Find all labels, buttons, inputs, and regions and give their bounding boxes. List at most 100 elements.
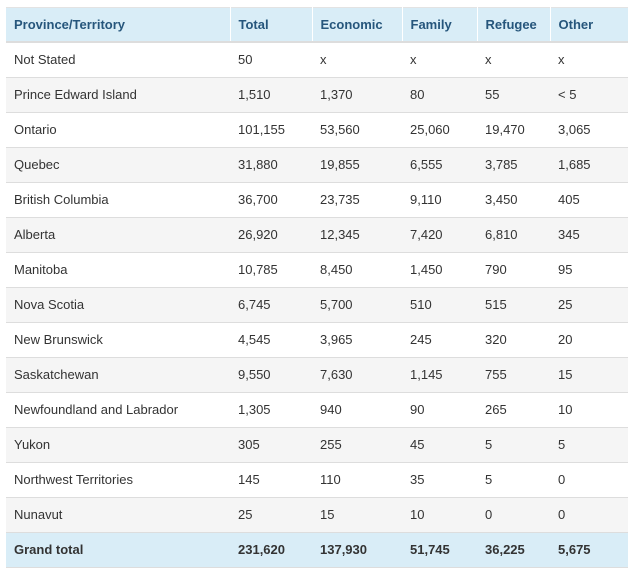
data-cell: 1,510 <box>230 77 312 113</box>
data-cell: 3,065 <box>550 112 628 148</box>
table-row: Prince Edward Island 1,510 1,370 80 55 < 5 <box>6 77 628 113</box>
data-cell: 15 <box>550 357 628 393</box>
data-cell: 95 <box>550 252 628 288</box>
data-cell: < 5 <box>550 77 628 113</box>
data-cell: 23,735 <box>312 182 402 218</box>
data-cell: 50 <box>230 41 312 78</box>
row-label: Quebec <box>6 147 230 183</box>
column-header: Other <box>549 7 628 43</box>
data-cell: 3,965 <box>312 322 402 358</box>
header-row: Province/Territory Total Economic Family Ref… <box>6 7 628 43</box>
row-label: Newfoundland and Labrador <box>6 392 230 428</box>
row-label: New Brunswick <box>6 322 230 358</box>
table-row: Saskatchewan 9,550 7,630 1,145 755 15 <box>6 357 628 393</box>
data-cell: 405 <box>550 182 628 218</box>
data-cell: 3,785 <box>477 147 550 183</box>
data-cell: x <box>312 41 402 78</box>
table-row: Nunavut 25 15 10 0 0 <box>6 497 628 533</box>
row-label: Prince Edward Island <box>6 77 230 113</box>
row-label: Alberta <box>6 217 230 253</box>
data-cell: 8,450 <box>312 252 402 288</box>
row-label: Ontario <box>6 112 230 148</box>
table-row: Alberta 26,920 12,345 7,420 6,810 345 <box>6 217 628 253</box>
row-label: Yukon <box>6 427 230 463</box>
data-cell: 7,420 <box>402 217 477 253</box>
data-cell: 320 <box>477 322 550 358</box>
table-row: Not Stated 50 x x x x <box>6 41 628 78</box>
data-cell: 101,155 <box>230 112 312 148</box>
row-label: Manitoba <box>6 252 230 288</box>
data-cell: 25 <box>230 497 312 533</box>
column-header: Province/Territory <box>6 7 230 43</box>
data-cell: 3,450 <box>477 182 550 218</box>
grand-total-row: Grand total 231,620 137,930 51,745 36,225 5,6… <box>6 532 628 568</box>
row-label: British Columbia <box>6 182 230 218</box>
data-cell: 1,305 <box>230 392 312 428</box>
data-cell: 0 <box>477 497 550 533</box>
data-cell: 10,785 <box>230 252 312 288</box>
data-cell: 790 <box>477 252 550 288</box>
data-cell: 26,920 <box>230 217 312 253</box>
data-cell: 245 <box>402 322 477 358</box>
data-cell: 515 <box>477 287 550 323</box>
data-cell: 19,855 <box>312 147 402 183</box>
data-cell: 1,685 <box>550 147 628 183</box>
data-cell: 80 <box>402 77 477 113</box>
data-cell: 1,370 <box>312 77 402 113</box>
data-cell: 90 <box>402 392 477 428</box>
grand-total-label: Grand total <box>6 532 230 568</box>
table-body: Not Stated 50 x x x x Prince Edward Island 1,51… <box>6 41 628 533</box>
grand-total-cell: 51,745 <box>402 532 477 568</box>
row-label: Saskatchewan <box>6 357 230 393</box>
table-row: New Brunswick 4,545 3,965 245 320 20 <box>6 322 628 358</box>
data-cell: 20 <box>550 322 628 358</box>
row-label: Northwest Territories <box>6 462 230 498</box>
data-cell: 15 <box>312 497 402 533</box>
data-cell: x <box>550 41 628 78</box>
data-cell: 9,550 <box>230 357 312 393</box>
grand-total-cell: 137,930 <box>312 532 402 568</box>
table-row: Quebec 31,880 19,855 6,555 3,785 1,685 <box>6 147 628 183</box>
data-cell: 345 <box>550 217 628 253</box>
data-cell: 755 <box>477 357 550 393</box>
table-row: Northwest Territories 145 110 35 5 0 <box>6 462 628 498</box>
grand-total-cell: 5,675 <box>550 532 628 568</box>
row-label: Nunavut <box>6 497 230 533</box>
data-cell: 145 <box>230 462 312 498</box>
row-label: Nova Scotia <box>6 287 230 323</box>
data-cell: 10 <box>402 497 477 533</box>
immigration-by-province-table: Province/Territory Total Economic Family Ref… <box>6 7 628 568</box>
data-cell: 45 <box>402 427 477 463</box>
data-cell: x <box>477 41 550 78</box>
data-cell: 305 <box>230 427 312 463</box>
data-cell: 6,555 <box>402 147 477 183</box>
data-cell: 4,545 <box>230 322 312 358</box>
data-cell: 0 <box>550 497 628 533</box>
column-header: Total <box>229 7 312 43</box>
table-row: Newfoundland and Labrador 1,305 940 90 265 10 <box>6 392 628 428</box>
data-cell: 9,110 <box>402 182 477 218</box>
grand-total-cell: 36,225 <box>477 532 550 568</box>
data-cell: 5,700 <box>312 287 402 323</box>
data-cell: 12,345 <box>312 217 402 253</box>
data-cell: x <box>402 41 477 78</box>
data-cell: 940 <box>312 392 402 428</box>
data-cell: 510 <box>402 287 477 323</box>
table-row: Ontario 101,155 53,560 25,060 19,470 3,065 <box>6 112 628 148</box>
immigration-table-container: Province/Territory Total Economic Family Ref… <box>6 7 628 568</box>
data-cell: 19,470 <box>477 112 550 148</box>
column-header: Economic <box>311 7 402 43</box>
data-cell: 265 <box>477 392 550 428</box>
data-cell: 5 <box>550 427 628 463</box>
column-header: Refugee <box>476 7 550 43</box>
data-cell: 25,060 <box>402 112 477 148</box>
data-cell: 31,880 <box>230 147 312 183</box>
data-cell: 10 <box>550 392 628 428</box>
data-cell: 110 <box>312 462 402 498</box>
data-cell: 7,630 <box>312 357 402 393</box>
data-cell: 1,450 <box>402 252 477 288</box>
data-cell: 35 <box>402 462 477 498</box>
table-header: Province/Territory Total Economic Family Ref… <box>6 7 628 43</box>
table-footer: Grand total 231,620 137,930 51,745 36,225 5,6… <box>6 532 628 568</box>
data-cell: 1,145 <box>402 357 477 393</box>
